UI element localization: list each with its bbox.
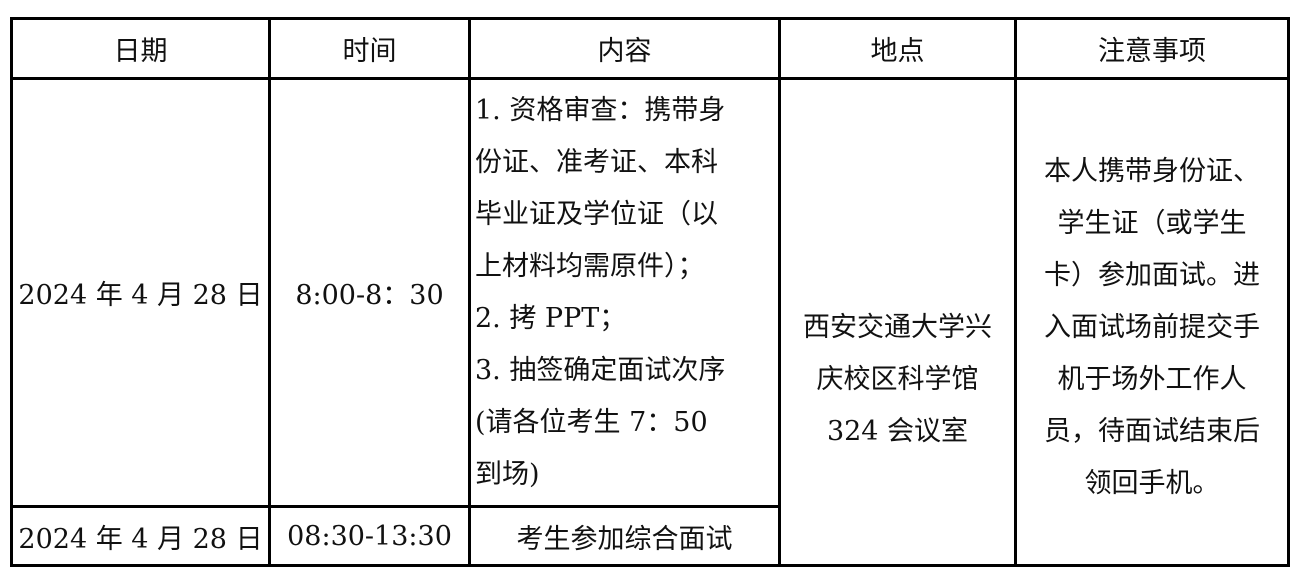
notes-line: 领回手机。: [1084, 468, 1220, 499]
header-location: 地点: [778, 17, 1017, 80]
time-cell: 8:00-8：30: [268, 77, 471, 508]
content-line: 3. 抽签确定面试次序: [475, 354, 726, 386]
location-line: 324 会议室: [826, 416, 969, 447]
content-line: 毕业证及学位证（以: [475, 198, 718, 230]
time-cell: 08:30-13:30: [268, 505, 471, 567]
content-cell: 考生参加综合面试: [468, 505, 781, 567]
header-row: 日期 时间 内容 地点 注意事项: [10, 17, 1290, 80]
schedule-table: 日期 时间 内容 地点 注意事项 2024 年 4 月 28 日 8:00-8：…: [10, 17, 1290, 567]
content-line: (请各位考生 7：50: [475, 406, 708, 438]
header-date: 日期: [10, 17, 271, 80]
table-row: 2024 年 4 月 28 日 8:00-8：30 1. 资格审查：携带身 份证…: [10, 77, 1290, 567]
header-content: 内容: [468, 17, 781, 80]
notes-line: 本人携带身份证、: [1044, 156, 1260, 187]
location-line: 西安交通大学兴: [803, 312, 992, 343]
content-line: 2. 拷 PPT；: [475, 302, 627, 334]
notes-line: 学生证（或学生: [1057, 208, 1247, 239]
notes-line: 机于场外工作人: [1057, 364, 1247, 395]
date-cell: 2024 年 4 月 28 日: [10, 77, 271, 508]
header-time: 时间: [268, 17, 471, 80]
table-row: 2024 年 4 月 28 日 08:30-13:30 考生参加综合面试: [10, 505, 1289, 567]
notes-cell: 本人携带身份证、 学生证（或学生 卡）参加面试。进 入面试场前提交手 机于场外工…: [1014, 77, 1290, 567]
content-cell: 1. 资格审查：携带身 份证、准考证、本科 毕业证及学位证（以 上材料均需原件）…: [468, 77, 781, 508]
content-line: 上材料均需原件）；: [475, 250, 705, 282]
notes-line: 卡）参加面试。进: [1044, 260, 1260, 291]
content-line: 到场): [475, 458, 540, 490]
notes-line: 入面试场前提交手: [1044, 312, 1260, 343]
header-notes: 注意事项: [1014, 17, 1290, 80]
content-line: 份证、准考证、本科: [475, 146, 718, 178]
content-line: 1. 资格审查：携带身: [475, 94, 726, 126]
location-line: 庆校区科学馆: [816, 364, 979, 395]
location-cell: 西安交通大学兴 庆校区科学馆 324 会议室: [778, 77, 1017, 567]
date-cell: 2024 年 4 月 28 日: [10, 505, 271, 567]
notes-line: 员，待面试结束后: [1044, 416, 1260, 447]
